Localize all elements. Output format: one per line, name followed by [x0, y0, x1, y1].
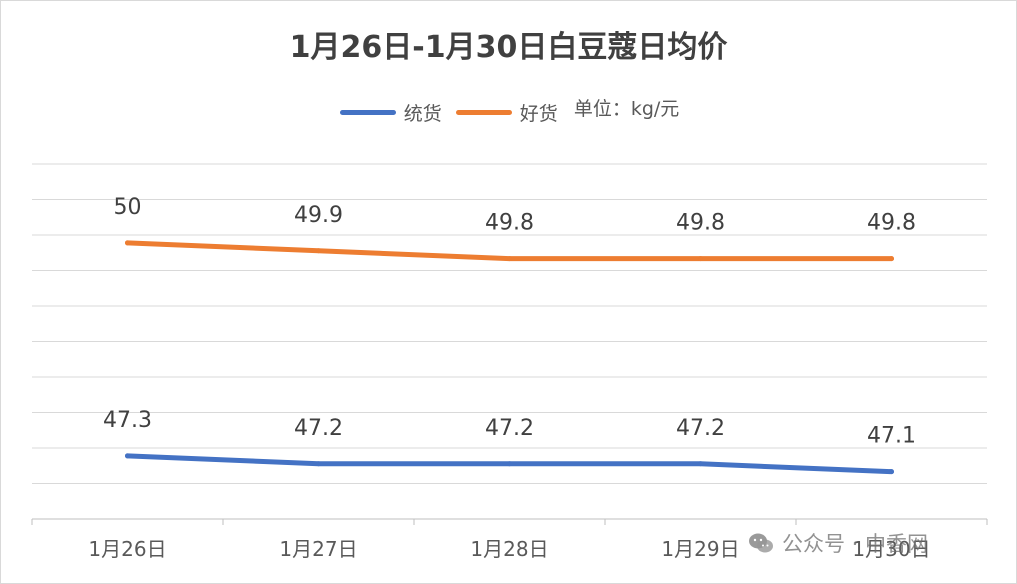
- data-point: [698, 256, 703, 262]
- legend-label-series-0: 统货: [403, 103, 442, 125]
- data-label: 47.1: [867, 424, 916, 449]
- legend-entry-series-0: 统货: [339, 99, 442, 126]
- x-tick-label: 1月26日: [88, 537, 166, 561]
- x-tick-label: 1月28日: [470, 537, 548, 561]
- data-point: [889, 256, 894, 262]
- watermark-text: 公众号 · 中香网: [782, 532, 929, 556]
- watermark: 公众号 · 中香网: [748, 528, 928, 558]
- data-point: [507, 256, 512, 262]
- data-label: 47.2: [294, 416, 343, 441]
- x-tick-label: 1月27日: [279, 537, 357, 561]
- data-label: 49.8: [485, 211, 534, 236]
- data-point: [698, 461, 703, 467]
- data-label: 49.9: [294, 203, 343, 228]
- data-point: [125, 240, 130, 246]
- data-label: 47.3: [103, 408, 152, 433]
- chart-legend: 统货 好货 单位：kg/元: [0, 94, 1017, 126]
- data-label: 47.2: [676, 416, 725, 441]
- legend-entry-series-1: 好货: [455, 99, 558, 126]
- data-point: [316, 248, 321, 254]
- unit-note: 单位：kg/元: [573, 98, 680, 120]
- data-label: 49.8: [676, 211, 725, 236]
- legend-label-series-1: 好货: [519, 103, 558, 125]
- data-point: [316, 461, 321, 467]
- data-point: [125, 453, 130, 459]
- data-label: 50: [114, 195, 142, 220]
- wechat-icon: [749, 533, 773, 553]
- data-point: [507, 461, 512, 467]
- data-label: 49.8: [867, 211, 916, 236]
- data-point: [889, 469, 894, 475]
- chart-title: 1月26日-1月30日白豆蔻日均价: [289, 30, 728, 65]
- legend-swatch-series-0: [339, 110, 396, 115]
- x-tick-label: 1月30日: [852, 537, 930, 561]
- x-tick-label: 1月29日: [661, 537, 739, 561]
- data-label: 47.2: [485, 416, 534, 441]
- legend-swatch-series-1: [455, 110, 512, 115]
